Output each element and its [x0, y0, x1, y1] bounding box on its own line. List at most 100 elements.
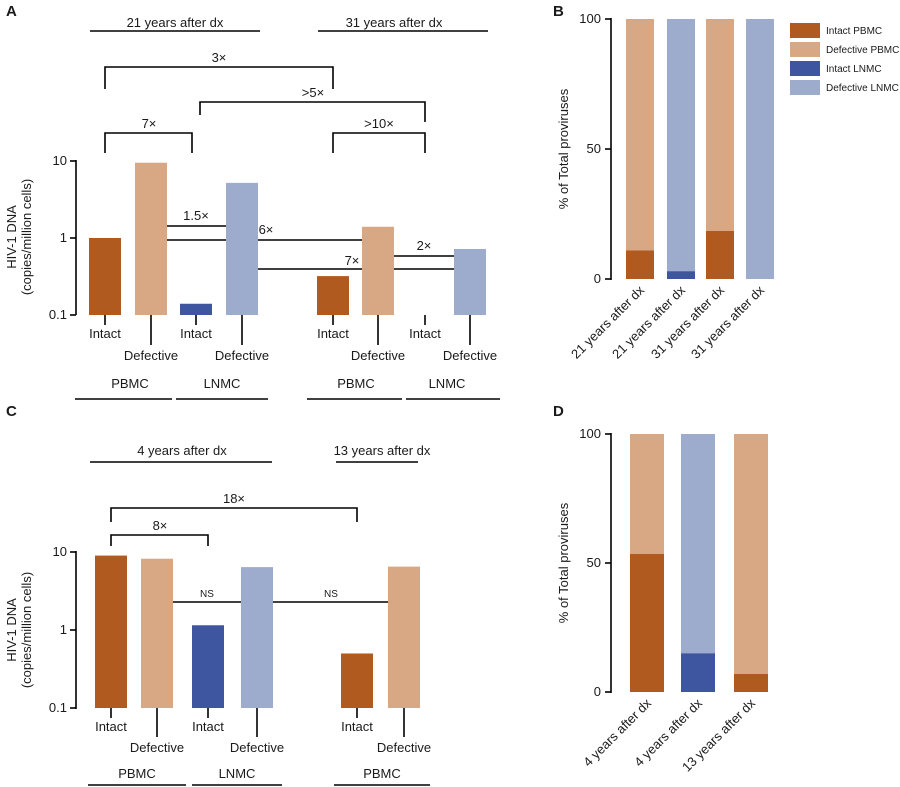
legend-b: Intact PBMC Defective PBMC Intact LNMC D…: [790, 23, 899, 95]
group-label-31y: 31 years after dx: [346, 15, 443, 30]
bar-a-2: [135, 162, 167, 315]
bars-c: [95, 555, 420, 708]
tissue-label-c-pbmc-2: PBMC: [363, 766, 401, 781]
y-tick-label-b-0: 0: [594, 271, 601, 286]
panel-a: A 21 years after dx 31 years after dx 3×…: [4, 3, 500, 400]
y-axis-title-d: % of Total proviruses: [556, 502, 571, 623]
panel-d-letter: D: [553, 403, 564, 420]
bar-c-3: [192, 625, 224, 708]
tissue-label-a-pbmc-1: PBMC: [111, 376, 149, 391]
y-tick-label-a-1: 1: [60, 230, 67, 245]
legend-label-defective-lnmc: Defective LNMC: [826, 83, 899, 94]
panel-c: C 4 years after dx 13 years after dx 18×…: [4, 403, 431, 786]
comparison-label-7x-top: 7×: [142, 116, 157, 131]
bar-b-2-intact: [667, 271, 695, 279]
comparison-label-8x: 8×: [153, 518, 168, 533]
tissue-label-c-pbmc-1: PBMC: [118, 766, 156, 781]
x-label-a-intact-2: Intact: [180, 326, 212, 341]
x-label-c-intact-2: Intact: [192, 719, 224, 734]
bar-b-2-defective: [667, 19, 695, 272]
legend-swatch-intact-lnmc: [790, 61, 820, 76]
legend-label-intact-pbmc: Intact PBMC: [826, 26, 882, 37]
y-tick-label-b-100: 100: [579, 11, 601, 26]
group-label-13y: 13 years after dx: [334, 443, 431, 458]
bar-c-2: [141, 558, 173, 708]
y-tick-label-d-0: 0: [594, 684, 601, 699]
group-label-4y: 4 years after dx: [137, 443, 227, 458]
comparison-label-1-5x: 1.5×: [183, 208, 209, 223]
y-tick-label-c-10: 10: [53, 544, 67, 559]
comparison-label-18x: 18×: [223, 491, 245, 506]
bar-b-3-intact: [706, 230, 734, 279]
bar-a-6: [362, 226, 394, 315]
y-tick-label-a-10: 10: [53, 153, 67, 168]
panel-a-letter: A: [6, 3, 17, 20]
bar-d-2-defective: [681, 434, 715, 654]
tissue-label-a-pbmc-2: PBMC: [337, 376, 375, 391]
bar-a-1: [89, 238, 121, 315]
x-label-b-1: 21 years after dx: [568, 282, 647, 361]
y-axis-title-a: HIV-1 DNA: [4, 205, 19, 269]
y-axis-title-c: HIV-1 DNA: [4, 598, 19, 662]
comparison-label-3x: 3×: [212, 50, 227, 65]
bar-c-4: [241, 567, 273, 708]
bar-d-2-intact: [681, 653, 715, 692]
bar-a-4: [226, 182, 258, 315]
y-axis-subtitle-a: (copies/million cells): [19, 179, 34, 295]
y-tick-label-b-50: 50: [587, 141, 601, 156]
tissue-label-a-lnmc-1: LNMC: [204, 376, 241, 391]
x-label-c-defective-2: Defective: [230, 740, 284, 755]
comparison-label-5x: >5×: [302, 85, 324, 100]
x-label-c-intact-3: Intact: [341, 719, 373, 734]
bars-b: [626, 19, 774, 279]
bars-d: [630, 434, 768, 692]
y-axis-title-b: % of Total proviruses: [556, 88, 571, 209]
comparison-bracket-18x: [110, 507, 358, 522]
legend-swatch-defective-pbmc: [790, 42, 820, 57]
x-label-a-defective-4: Defective: [443, 348, 497, 363]
bar-c-5: [341, 653, 373, 708]
bar-d-1-intact: [630, 553, 664, 692]
comparison-label-7x-bottom: 7×: [345, 253, 360, 268]
legend-label-intact-lnmc: Intact LNMC: [826, 64, 882, 75]
x-label-b-3: 31 years after dx: [648, 282, 727, 361]
y-tick-label-d-100: 100: [579, 426, 601, 441]
comparison-line-ns: [156, 596, 405, 608]
bar-b-1-defective: [626, 19, 654, 251]
comparison-label-2x: 2×: [417, 238, 432, 253]
legend-swatch-defective-lnmc: [790, 80, 820, 95]
y-tick-label-c-0-1: 0.1: [49, 700, 67, 715]
comparison-bracket-5x: [199, 101, 426, 122]
y-tick-label-c-1: 1: [60, 622, 67, 637]
bar-b-3-defective: [706, 19, 734, 231]
bar-c-1: [95, 555, 127, 708]
comparison-label-6x: 6×: [259, 222, 274, 237]
x-label-c-defective-1: Defective: [130, 740, 184, 755]
panel-b: B 100 50 0 % of Total proviruses 21 year…: [553, 3, 899, 362]
bar-b-4-defective: [746, 19, 774, 279]
legend-label-defective-pbmc: Defective PBMC: [826, 45, 899, 56]
comparison-bracket-7x-top: [104, 132, 193, 153]
panel-d: D 100 50 0 % of Total proviruses 4 years…: [553, 403, 768, 775]
comparison-bracket-3x: [104, 66, 334, 89]
group-label-21y: 21 years after dx: [127, 15, 224, 30]
comparison-label-ns-2: NS: [324, 589, 338, 600]
x-label-a-intact-4: Intact: [409, 326, 441, 341]
bar-c-6: [388, 566, 420, 708]
comparison-bracket-10x: [332, 132, 426, 153]
bars-a: [89, 162, 486, 315]
x-label-b-4: 31 years after dx: [688, 282, 767, 361]
y-axis-subtitle-c: (copies/million cells): [19, 572, 34, 688]
x-label-a-defective-1: Defective: [124, 348, 178, 363]
bar-d-1-defective: [630, 434, 664, 554]
bar-d-3-intact: [734, 673, 768, 692]
x-label-c-intact-1: Intact: [95, 719, 127, 734]
tissue-label-c-lnmc: LNMC: [219, 766, 256, 781]
tissue-label-a-lnmc-2: LNMC: [429, 376, 466, 391]
panel-c-letter: C: [6, 403, 17, 420]
legend-swatch-intact-pbmc: [790, 23, 820, 38]
x-label-a-defective-3: Defective: [351, 348, 405, 363]
bar-a-3: [180, 303, 212, 315]
